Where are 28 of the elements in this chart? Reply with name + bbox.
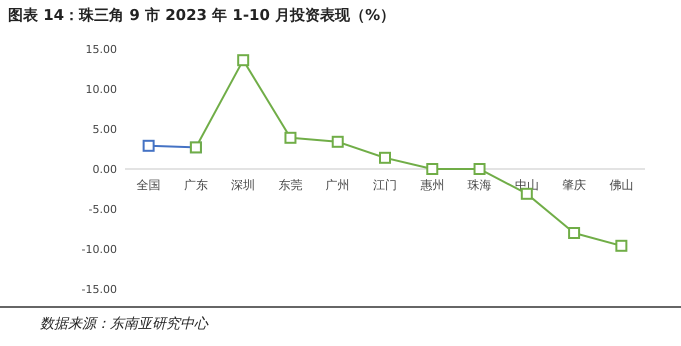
x-tick-label: 佛山 (609, 178, 634, 192)
x-tick-label: 江门 (373, 178, 397, 192)
x-tick-label: 东莞 (278, 178, 302, 192)
x-tick-label: 深圳 (231, 178, 256, 192)
y-tick-label: -5.00 (88, 202, 117, 216)
x-tick-label: 广州 (326, 178, 350, 192)
point (568, 227, 580, 239)
y-tick-label: 15.00 (86, 42, 117, 56)
y-tick-label: 10.00 (86, 82, 117, 96)
x-tick-label: 珠海 (468, 178, 492, 192)
x-tick-label: 广东 (184, 178, 208, 192)
x-tick-label: 全国 (136, 178, 161, 192)
point (237, 54, 250, 66)
y-tick-label: -15.00 (82, 282, 117, 296)
chart-title: 图表 14：珠三角 9 市 2023 年 1-10 月投资表现（%） (8, 6, 396, 24)
point (379, 152, 391, 164)
x-tick-label: 肇庆 (562, 178, 586, 192)
point (142, 140, 155, 152)
point (474, 163, 486, 175)
y-tick-label: 5.00 (92, 122, 117, 136)
point (332, 136, 344, 148)
x-tick-label: 惠州 (419, 178, 444, 192)
y-tick-label: 0.00 (92, 162, 117, 176)
point (426, 163, 438, 175)
source-note: 数据来源：东南亚研究中心 (40, 316, 209, 332)
point (615, 240, 628, 252)
y-tick-label: -10.00 (82, 242, 117, 256)
point (284, 132, 296, 144)
